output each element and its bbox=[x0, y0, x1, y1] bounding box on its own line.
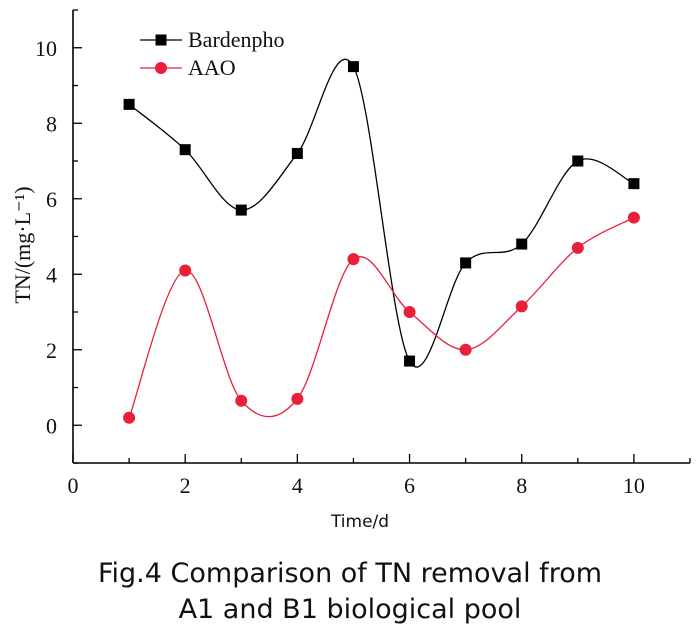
aao-point bbox=[179, 264, 192, 277]
bardenpho-point bbox=[628, 178, 640, 190]
legend-bardenpho-marker bbox=[155, 34, 167, 46]
bardenpho-point bbox=[235, 204, 247, 216]
bardenpho-point bbox=[572, 155, 584, 167]
y-tick-label: 0 bbox=[46, 413, 57, 438]
x-axis-label: Time/d bbox=[330, 512, 389, 532]
markers bbox=[123, 61, 640, 424]
y-tick-label: 4 bbox=[46, 262, 57, 287]
aao-point bbox=[515, 300, 528, 313]
aao-point bbox=[403, 306, 416, 318]
aao-point bbox=[571, 241, 584, 254]
aao-point bbox=[459, 343, 472, 356]
x-tick-label: 2 bbox=[180, 473, 191, 498]
caption-line-1: Fig.4 Comparison of TN removal from bbox=[97, 558, 603, 589]
y-tick-label: 8 bbox=[46, 111, 57, 136]
x-tick-label: 4 bbox=[292, 473, 303, 498]
bardenpho-point bbox=[404, 355, 416, 367]
legend-aao-label: AAO bbox=[188, 55, 236, 80]
caption-line-2: A1 and B1 biological pool bbox=[178, 594, 522, 625]
y-tick-label: 2 bbox=[46, 338, 57, 363]
x-tick-label: 8 bbox=[516, 473, 527, 498]
x-tick-label: 10 bbox=[623, 473, 645, 498]
aao-point bbox=[235, 394, 248, 407]
bardenpho-point bbox=[460, 257, 472, 269]
aao-line bbox=[128, 217, 635, 418]
y-tick-label: 6 bbox=[46, 187, 57, 212]
aao-point bbox=[123, 411, 136, 424]
bardenpho-point bbox=[516, 238, 528, 250]
figure-caption: Fig.4 Comparison of TN removal from A1 a… bbox=[0, 556, 700, 628]
y-axis-label: TN/(mg·L⁻¹) bbox=[10, 186, 35, 303]
y-tick-label: 10 bbox=[35, 36, 57, 61]
aao-point bbox=[627, 211, 640, 224]
bardenpho-point bbox=[123, 98, 135, 110]
axes: 0 2 4 6 8 10 0 2 4 6 8 10 bbox=[35, 9, 691, 498]
x-tick-label: 6 bbox=[404, 473, 415, 498]
aao-point bbox=[347, 253, 360, 266]
legend: Bardenpho AAO bbox=[140, 27, 285, 80]
bardenpho-point bbox=[347, 61, 359, 73]
bardenpho-point bbox=[179, 144, 191, 156]
bardenpho-point bbox=[291, 147, 303, 159]
legend-bardenpho-label: Bardenpho bbox=[188, 27, 285, 52]
aao-point bbox=[291, 392, 304, 405]
curves bbox=[128, 58, 635, 418]
x-tick-label: 0 bbox=[68, 473, 79, 498]
legend-aao-marker bbox=[155, 62, 167, 74]
bardenpho-line bbox=[128, 58, 635, 368]
